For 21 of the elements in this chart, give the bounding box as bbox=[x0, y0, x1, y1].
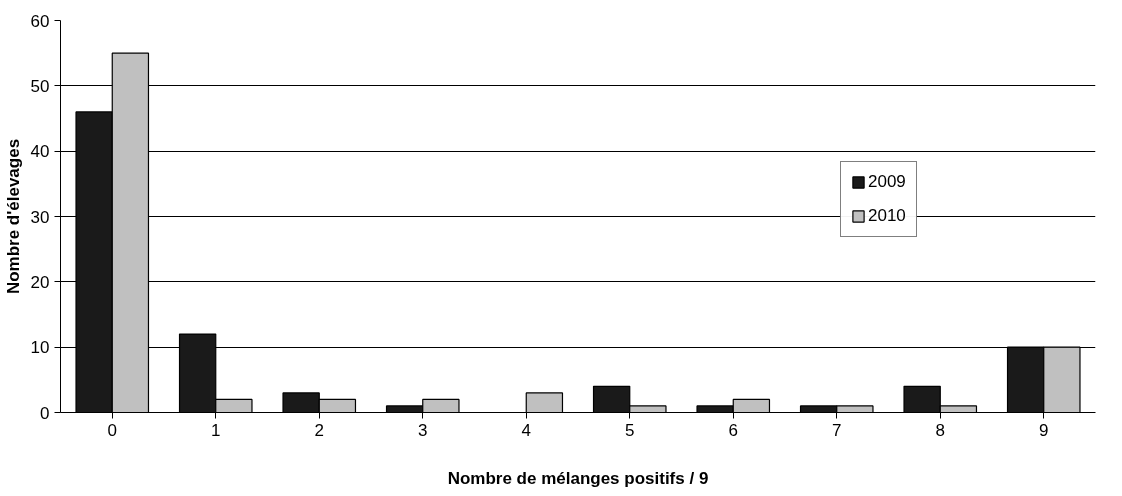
y-tick-label: 10 bbox=[30, 338, 50, 358]
x-tick-label: 1 bbox=[211, 420, 221, 440]
y-axis-title: Nombre d'élevages bbox=[3, 138, 23, 295]
y-tick-label: 0 bbox=[40, 403, 50, 423]
x-tick-label: 9 bbox=[1039, 420, 1049, 440]
y-tick-label: 30 bbox=[30, 207, 50, 227]
x-tick-label: 5 bbox=[625, 420, 635, 440]
x-tick-label: 7 bbox=[832, 420, 842, 440]
x-tick-label: 8 bbox=[935, 420, 945, 440]
y-tick-label: 20 bbox=[30, 272, 50, 292]
y-tick-label: 40 bbox=[30, 142, 50, 162]
x-tick-label: 2 bbox=[314, 420, 324, 440]
legend-label: 2009 bbox=[868, 172, 906, 192]
x-tick-label: 3 bbox=[418, 420, 428, 440]
x-tick-label: 0 bbox=[107, 420, 117, 440]
x-tick-label: 4 bbox=[521, 420, 531, 440]
x-axis-title: Nombre de mélanges positifs / 9 bbox=[447, 468, 709, 488]
y-tick-label: 60 bbox=[30, 11, 50, 31]
x-tick-label: 6 bbox=[728, 420, 738, 440]
legend-label: 2010 bbox=[868, 206, 906, 226]
y-tick-label: 50 bbox=[30, 76, 50, 96]
